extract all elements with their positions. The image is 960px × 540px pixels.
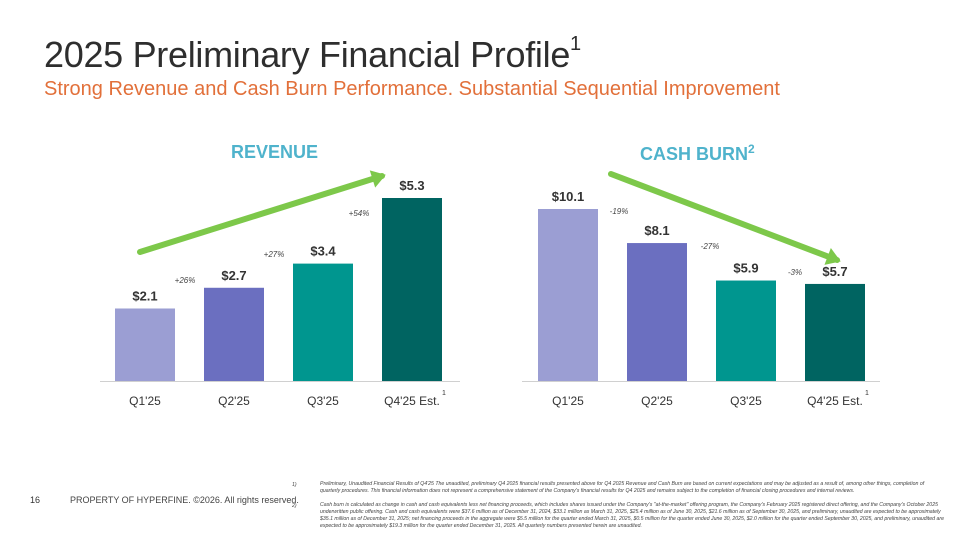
revenue-bar-3 — [293, 263, 353, 381]
cash-burn-value-label-2: $8.1 — [644, 223, 669, 238]
cash-burn-category-label-4: Q4'25 Est. — [807, 394, 863, 408]
cash-burn-chart: $10.1 Q1'25 $8.1 Q2'25 $5.9 Q3'25 $5.7 Q4'25 Es… — [522, 171, 880, 408]
footnote-1-text: Preliminary, Unaudited Financial Results… — [320, 481, 925, 494]
revenue-category-footnote-mark: 1 — [442, 390, 446, 397]
revenue-chart-title: REVENUE — [231, 142, 318, 163]
revenue-bar-1 — [115, 308, 175, 381]
revenue-category-label-1: Q1'25 — [129, 394, 161, 408]
revenue-value-label-1: $2.1 — [132, 288, 157, 303]
revenue-bar-4 — [382, 198, 442, 381]
cash-burn-change-label-2: -27% — [701, 242, 720, 251]
cash-burn-bar-4 — [805, 283, 865, 381]
cash-burn-value-label-3: $5.9 — [733, 261, 758, 276]
cash-burn-category-label-2: Q2'25 — [641, 394, 673, 408]
revenue-value-label-4: $5.3 — [399, 178, 424, 193]
cash-burn-chart-title: CASH BURN2 — [640, 142, 755, 165]
revenue-trend-arrow-line — [137, 173, 385, 255]
cash-burn-title-footnote-mark: 2 — [748, 142, 755, 156]
cash-burn-category-label-3: Q3'25 — [730, 394, 762, 408]
page-number: 16 — [30, 495, 41, 505]
revenue-category-label-3: Q3'25 — [307, 394, 339, 408]
revenue-change-label-2: +27% — [264, 250, 285, 259]
revenue-change-label-1: +26% — [175, 276, 196, 285]
cash-burn-trend-arrow-line — [608, 171, 840, 263]
revenue-title-text: REVENUE — [231, 142, 319, 162]
page-title-text: 2025 Preliminary Financial Profile — [44, 34, 571, 75]
footer-property: PROPERTY OF HYPERFINE. ©2026. All rights… — [70, 495, 299, 505]
footnote-2-text: Cash burn is calculated as change in cas… — [320, 502, 944, 529]
revenue-trend-arrow-head — [369, 170, 386, 188]
cash-burn-value-label-1: $10.1 — [552, 189, 585, 204]
revenue-value-label-3: $3.4 — [310, 244, 336, 259]
page-subtitle: Strong Revenue and Cash Burn Performance… — [44, 78, 780, 100]
revenue-category-label-2: Q2'25 — [218, 394, 250, 408]
revenue-bar-2 — [204, 287, 264, 381]
footnote-2-number: 2) — [292, 503, 297, 509]
cash-burn-category-footnote-mark: 1 — [865, 390, 869, 397]
cash-burn-change-label-1: -19% — [610, 207, 629, 216]
cash-burn-bar-3 — [716, 280, 776, 381]
cash-burn-change-label-3: -3% — [788, 268, 802, 277]
cash-burn-bar-1 — [538, 209, 598, 381]
cash-burn-category-label-1: Q1'25 — [552, 394, 584, 408]
title-footnote-mark: 1 — [570, 33, 581, 55]
page-title: 2025 Preliminary Financial Profile1 — [44, 33, 581, 76]
cash-burn-trend-arrow-head — [824, 248, 841, 265]
revenue-value-label-2: $2.7 — [221, 268, 246, 283]
cash-burn-bar-2 — [627, 243, 687, 381]
revenue-change-label-3: +54% — [349, 209, 370, 218]
revenue-category-label-4: Q4'25 Est. — [384, 394, 440, 408]
revenue-chart: $2.1 Q1'25 $2.7 Q2'25 $3.4 Q3'25 $5.3 Q4'25 Est… — [100, 170, 460, 408]
cash-burn-title-text: CASH BURN — [640, 144, 748, 164]
cash-burn-value-label-4: $5.7 — [822, 264, 847, 279]
footnote-1-number: 1) — [292, 482, 297, 488]
